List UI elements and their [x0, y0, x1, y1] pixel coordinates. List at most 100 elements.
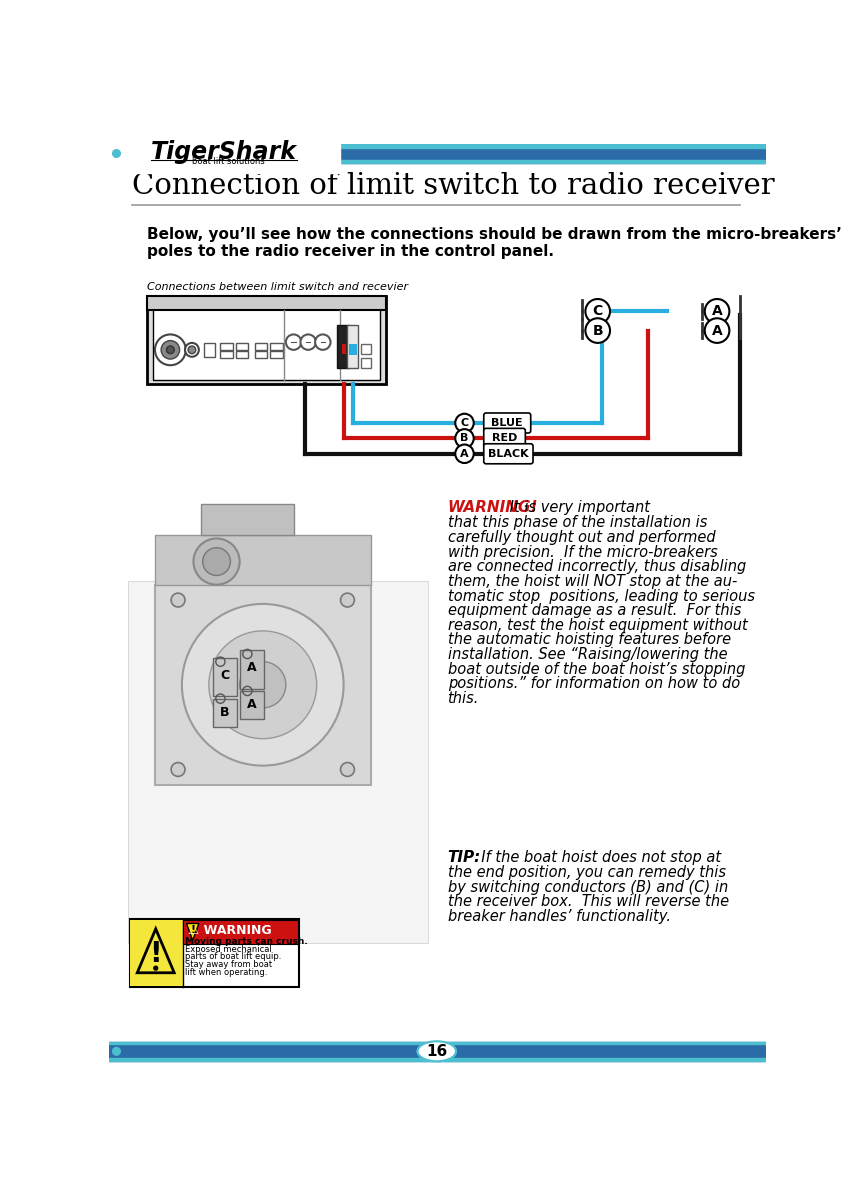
Text: that this phase of the installation is: that this phase of the installation is — [447, 516, 706, 530]
Text: tomatic stop  positions, leading to serious: tomatic stop positions, leading to serio… — [447, 589, 754, 603]
Text: B: B — [220, 706, 229, 719]
Circle shape — [112, 1047, 120, 1055]
Circle shape — [704, 319, 728, 343]
Text: C: C — [460, 418, 468, 428]
Circle shape — [193, 538, 239, 584]
Text: WARNING!: WARNING! — [447, 500, 538, 514]
Bar — [201, 504, 293, 535]
Text: BLUE: BLUE — [491, 418, 522, 428]
Bar — [347, 326, 358, 368]
Bar — [239, 691, 264, 720]
Bar — [270, 351, 283, 358]
Circle shape — [112, 149, 120, 157]
Text: TigerShark: TigerShark — [151, 139, 296, 163]
Circle shape — [584, 299, 609, 323]
Circle shape — [209, 631, 316, 739]
Polygon shape — [137, 929, 174, 972]
Circle shape — [166, 346, 174, 353]
Bar — [109, 1058, 765, 1060]
Circle shape — [187, 346, 196, 353]
Bar — [153, 307, 379, 380]
Text: B: B — [591, 323, 602, 338]
Text: by switching conductors (B) and (C) in: by switching conductors (B) and (C) in — [447, 880, 727, 894]
Bar — [109, 160, 765, 162]
Text: C: C — [592, 304, 602, 319]
Bar — [130, 918, 298, 987]
Text: installation. See “Raising/lowering the: installation. See “Raising/lowering the — [447, 647, 726, 662]
Circle shape — [340, 762, 354, 776]
Circle shape — [455, 413, 473, 433]
Text: breaker handles’ functionality.: breaker handles’ functionality. — [447, 909, 670, 924]
Circle shape — [314, 334, 330, 350]
FancyBboxPatch shape — [483, 444, 532, 464]
Bar — [220, 351, 233, 358]
Circle shape — [704, 299, 728, 323]
Text: Stay away from boat: Stay away from boat — [185, 960, 272, 969]
Text: reason, test the hoist equipment without: reason, test the hoist equipment without — [447, 618, 746, 632]
Circle shape — [285, 334, 301, 350]
Circle shape — [455, 445, 473, 463]
Bar — [361, 358, 370, 368]
Bar — [235, 343, 248, 350]
Circle shape — [455, 429, 473, 447]
Circle shape — [171, 593, 185, 607]
Bar — [348, 345, 356, 356]
Text: !: ! — [190, 924, 195, 935]
Bar — [155, 584, 370, 785]
Text: the receiver box.  This will reverse the: the receiver box. This will reverse the — [447, 894, 728, 909]
Circle shape — [171, 762, 185, 776]
Circle shape — [153, 966, 158, 970]
Text: Connection of limit switch to radio receiver: Connection of limit switch to radio rece… — [132, 172, 774, 200]
Circle shape — [340, 593, 354, 607]
Bar — [204, 343, 215, 357]
Bar — [235, 351, 248, 358]
Text: TIP:: TIP: — [447, 850, 481, 865]
Text: !: ! — [149, 940, 162, 969]
Circle shape — [239, 661, 285, 708]
Circle shape — [155, 334, 186, 365]
Bar — [109, 144, 765, 148]
Text: boat outside of the boat hoist’s stopping: boat outside of the boat hoist’s stoppin… — [447, 661, 744, 677]
Text: poles to the radio receiver in the control panel.: poles to the radio receiver in the contr… — [147, 244, 554, 258]
Bar — [147, 296, 385, 310]
Bar — [212, 698, 237, 727]
Circle shape — [203, 548, 230, 576]
Bar — [255, 343, 267, 350]
Bar — [109, 144, 765, 162]
Circle shape — [300, 334, 315, 350]
Bar — [342, 345, 346, 353]
Bar — [183, 920, 298, 945]
Bar — [109, 144, 339, 173]
Bar — [270, 343, 283, 350]
Text: 16: 16 — [426, 1043, 447, 1059]
Bar — [109, 1042, 765, 1060]
FancyBboxPatch shape — [483, 413, 530, 433]
Circle shape — [185, 343, 199, 357]
Text: ⚠ WARNING: ⚠ WARNING — [187, 924, 271, 936]
Text: lift when operating.: lift when operating. — [185, 968, 267, 976]
FancyBboxPatch shape — [483, 428, 525, 448]
Bar — [212, 657, 237, 696]
Text: positions.” for information on how to do: positions.” for information on how to do — [447, 677, 739, 691]
Circle shape — [181, 603, 343, 766]
Text: A: A — [711, 304, 722, 319]
Circle shape — [584, 319, 609, 343]
Text: them, the hoist will NOT stop at the au-: them, the hoist will NOT stop at the au- — [447, 573, 736, 589]
Text: A: A — [711, 323, 722, 338]
Text: Connections between limit switch and recevier: Connections between limit switch and rec… — [147, 282, 408, 292]
Text: B: B — [460, 434, 468, 444]
Text: Moving parts can crush.: Moving parts can crush. — [185, 936, 308, 946]
Circle shape — [161, 340, 180, 359]
Text: A: A — [247, 661, 256, 674]
Bar — [155, 535, 370, 584]
Bar — [147, 296, 385, 385]
Text: It is very important: It is very important — [504, 500, 649, 514]
Text: the automatic hoisting features before: the automatic hoisting features before — [447, 632, 730, 648]
Text: boat lift solutions: boat lift solutions — [192, 156, 264, 166]
Text: carefully thought out and performed: carefully thought out and performed — [447, 530, 714, 545]
Text: C: C — [220, 670, 229, 682]
Text: this.: this. — [447, 691, 478, 706]
Bar — [220, 343, 233, 350]
Text: equipment damage as a result.  For this: equipment damage as a result. For this — [447, 603, 740, 618]
Text: RED: RED — [492, 434, 516, 444]
